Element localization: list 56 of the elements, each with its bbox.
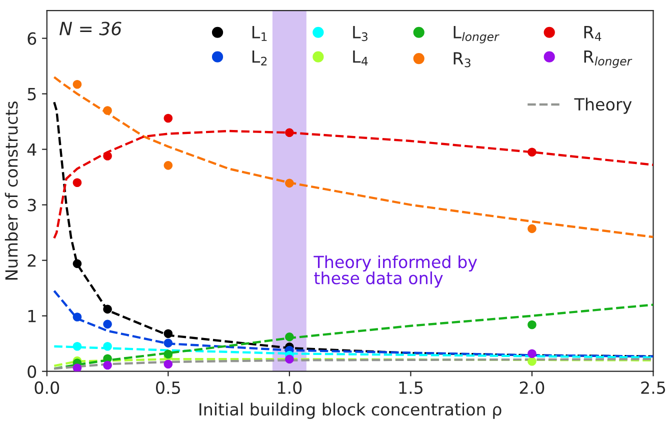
- point: [528, 224, 536, 234]
- point: [164, 114, 173, 123]
- legend-label: R$_{3}$: [454, 52, 470, 68]
- point: [528, 349, 536, 358]
- point: [528, 320, 536, 330]
- legend-label: L$_{3}$: [353, 26, 368, 42]
- x-tick-label: 1.0: [278, 381, 302, 394]
- y-tick-label: 3: [28, 198, 36, 212]
- point: [285, 178, 294, 188]
- band-label: Theory informed by these data only: [314, 255, 478, 288]
- line-series: [53, 76, 654, 238]
- point: [72, 364, 82, 372]
- y-axis-title: Number of constructs: [4, 101, 18, 280]
- legend-label: L$_{longer}$: [454, 26, 500, 44]
- y-tick-label: 5: [28, 88, 36, 100]
- legend-label: L$_{2}$: [252, 50, 267, 66]
- point: [285, 332, 294, 342]
- point: [72, 80, 82, 89]
- point: [72, 178, 82, 188]
- line-series: [53, 290, 654, 358]
- x-tick-label: 1.5: [399, 382, 423, 394]
- legend-label: R$_{4}$: [584, 26, 602, 41]
- point: [285, 354, 294, 364]
- x-tick-label: 2.5: [641, 381, 666, 394]
- point: [103, 360, 112, 370]
- point: [72, 342, 82, 351]
- x-tick-label: 2.0: [520, 381, 544, 394]
- line-series: [53, 130, 654, 240]
- y-tick-label: 0: [28, 365, 36, 378]
- y-tick-label: 4: [27, 144, 36, 156]
- point: [72, 312, 82, 322]
- legend-label: L$_{1}$: [252, 26, 267, 41]
- point: [103, 304, 112, 314]
- point: [164, 360, 173, 369]
- point: [103, 342, 112, 351]
- legend-label: L$_{4}$: [353, 50, 368, 66]
- x-axis-title: Initial building block concentration ρ: [200, 402, 502, 419]
- y-tick-label: 6: [28, 32, 36, 45]
- x-tick-label: 0.0: [34, 381, 60, 394]
- y-tick-label: 2: [28, 254, 36, 267]
- annotation: N = 36: [60, 22, 122, 36]
- point: [103, 152, 112, 160]
- point: [164, 329, 173, 338]
- point: [103, 320, 112, 329]
- x-tick-label: 0.5: [156, 381, 180, 394]
- line-series: [53, 304, 654, 370]
- point: [72, 259, 82, 268]
- legend-label: Theory: [574, 98, 632, 114]
- point: [164, 338, 173, 348]
- point: [528, 148, 536, 156]
- y-tick-label: 1: [28, 310, 36, 322]
- legend-label: R$_{longer}$: [584, 50, 632, 68]
- point: [103, 106, 112, 115]
- point: [285, 128, 294, 138]
- point: [164, 161, 173, 170]
- point: [528, 356, 536, 366]
